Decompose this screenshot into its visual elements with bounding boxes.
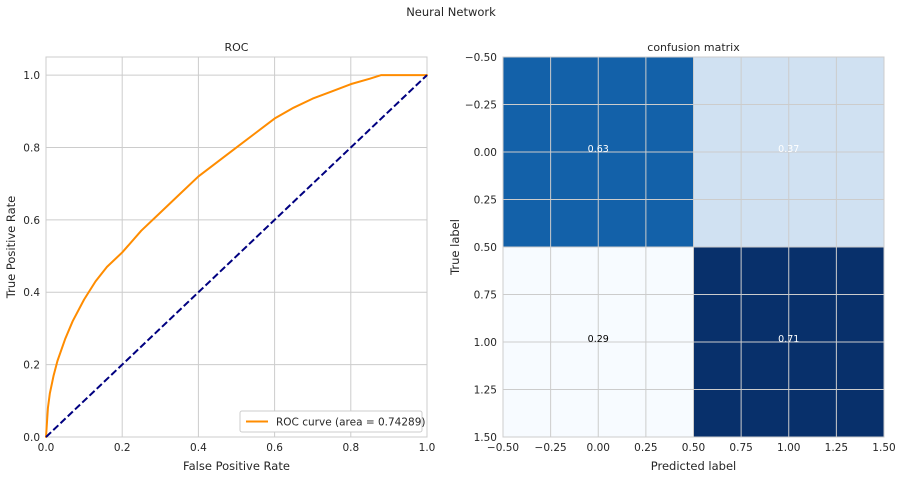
roc-y-axis-label: True Positive Rate: [4, 196, 18, 299]
roc-x-tick-label: 0.4: [190, 442, 207, 454]
confusion-matrix-y-tick-label: 1.00: [474, 337, 497, 349]
confusion-matrix-x-tick-label: 0.75: [729, 442, 752, 454]
roc-y-tick-labels: 0.0 0.2 0.4 0.6 0.8 1.0: [23, 70, 40, 444]
confusion-matrix-x-tick-label: 0.25: [634, 442, 657, 454]
roc-gridlines: [45, 57, 428, 438]
roc-y-tick-label: 0.4: [23, 287, 40, 299]
roc-y-tick-label: 0.8: [23, 142, 40, 154]
roc-title: ROC: [225, 41, 249, 54]
roc-plot-area: [45, 56, 428, 438]
confusion-matrix-x-tick-label: 0.50: [682, 442, 705, 454]
confusion-matrix-y-tick-label: 1.25: [474, 385, 497, 397]
confusion-matrix-y-tick-labels: −0.50 −0.25 0.00 0.25 0.50 0.75 1.00 1.25 1.50: [465, 52, 497, 444]
confusion-matrix-x-tick-label: −0.25: [535, 442, 567, 454]
confusion-matrix-x-axis-label: Predicted label: [651, 459, 736, 473]
roc-y-tick-label: 1.0: [23, 70, 40, 82]
confusion-matrix-frame: [502, 56, 885, 438]
roc-x-axis-label: False Positive Rate: [183, 459, 290, 473]
confusion-matrix-x-tick-label: 1.25: [825, 442, 848, 454]
roc-x-tick-label: 0.2: [114, 442, 131, 454]
roc-x-tick-label: 0.8: [342, 442, 359, 454]
confusion-matrix-y-axis-label: True label: [448, 219, 462, 276]
confusion-matrix-x-tick-label: 1.00: [777, 442, 800, 454]
confusion-matrix-y-tick-label: −0.50: [465, 52, 497, 64]
roc-y-tick-label: 0.2: [23, 360, 40, 372]
confusion-matrix-y-tick-label: 0.75: [474, 290, 497, 302]
roc-legend: ROC curve (area = 0.74289): [239, 410, 426, 433]
confusion-matrix-cell-label: 0.71: [778, 334, 799, 345]
roc-chance-line: [45, 74, 428, 438]
confusion-matrix-y-tick-label: 0.25: [474, 195, 497, 207]
roc-y-tick-label: 0.6: [23, 215, 40, 227]
roc-curve-line: [45, 74, 428, 438]
roc-panel: 0.0 0.2 0.4 0.6 0.8 1.0 0.0 0.2 0.4 0.6 0.8 1.0 RO…: [4, 41, 435, 473]
confusion-matrix-x-tick-label: 1.50: [872, 442, 895, 454]
roc-x-tick-label: 0.0: [38, 442, 55, 454]
confusion-matrix-cell-label: 0.29: [588, 334, 609, 345]
confusion-matrix-cell-label: 0.37: [778, 144, 799, 155]
confusion-matrix-x-tick-label: 0.00: [587, 442, 610, 454]
roc-legend-box: [239, 410, 423, 433]
confusion-matrix-panel: 0.63 0.37 0.29 0.71 −0.50 −0.25 0.00 0.25 0.50 0…: [448, 41, 896, 473]
roc-x-tick-label: 1.0: [419, 442, 436, 454]
confusion-matrix-title: confusion matrix: [647, 41, 740, 54]
confusion-matrix-y-tick-label: −0.25: [465, 100, 497, 112]
roc-x-tick-label: 0.6: [266, 442, 283, 454]
roc-series-group: [45, 74, 428, 438]
confusion-matrix-y-tick-label: 0.50: [474, 242, 497, 254]
confusion-matrix-y-tick-label: 1.50: [474, 432, 497, 444]
confusion-matrix-cell-label: 0.63: [588, 144, 609, 155]
roc-legend-label: ROC curve (area = 0.74289): [276, 417, 426, 429]
roc-x-tick-labels: 0.0 0.2 0.4 0.6 0.8 1.0: [38, 442, 436, 454]
confusion-matrix-x-tick-labels: −0.50 −0.25 0.00 0.25 0.50 0.75 1.00 1.25 1.50: [487, 442, 896, 454]
confusion-matrix-cell-labels: 0.63 0.37 0.29 0.71: [588, 144, 800, 345]
confusion-matrix-x-tick-label: −0.50: [487, 442, 519, 454]
figure-suptitle: Neural Network: [406, 5, 496, 19]
roc-y-tick-label: 0.0: [23, 432, 40, 444]
confusion-matrix-y-tick-label: 0.00: [474, 147, 497, 159]
